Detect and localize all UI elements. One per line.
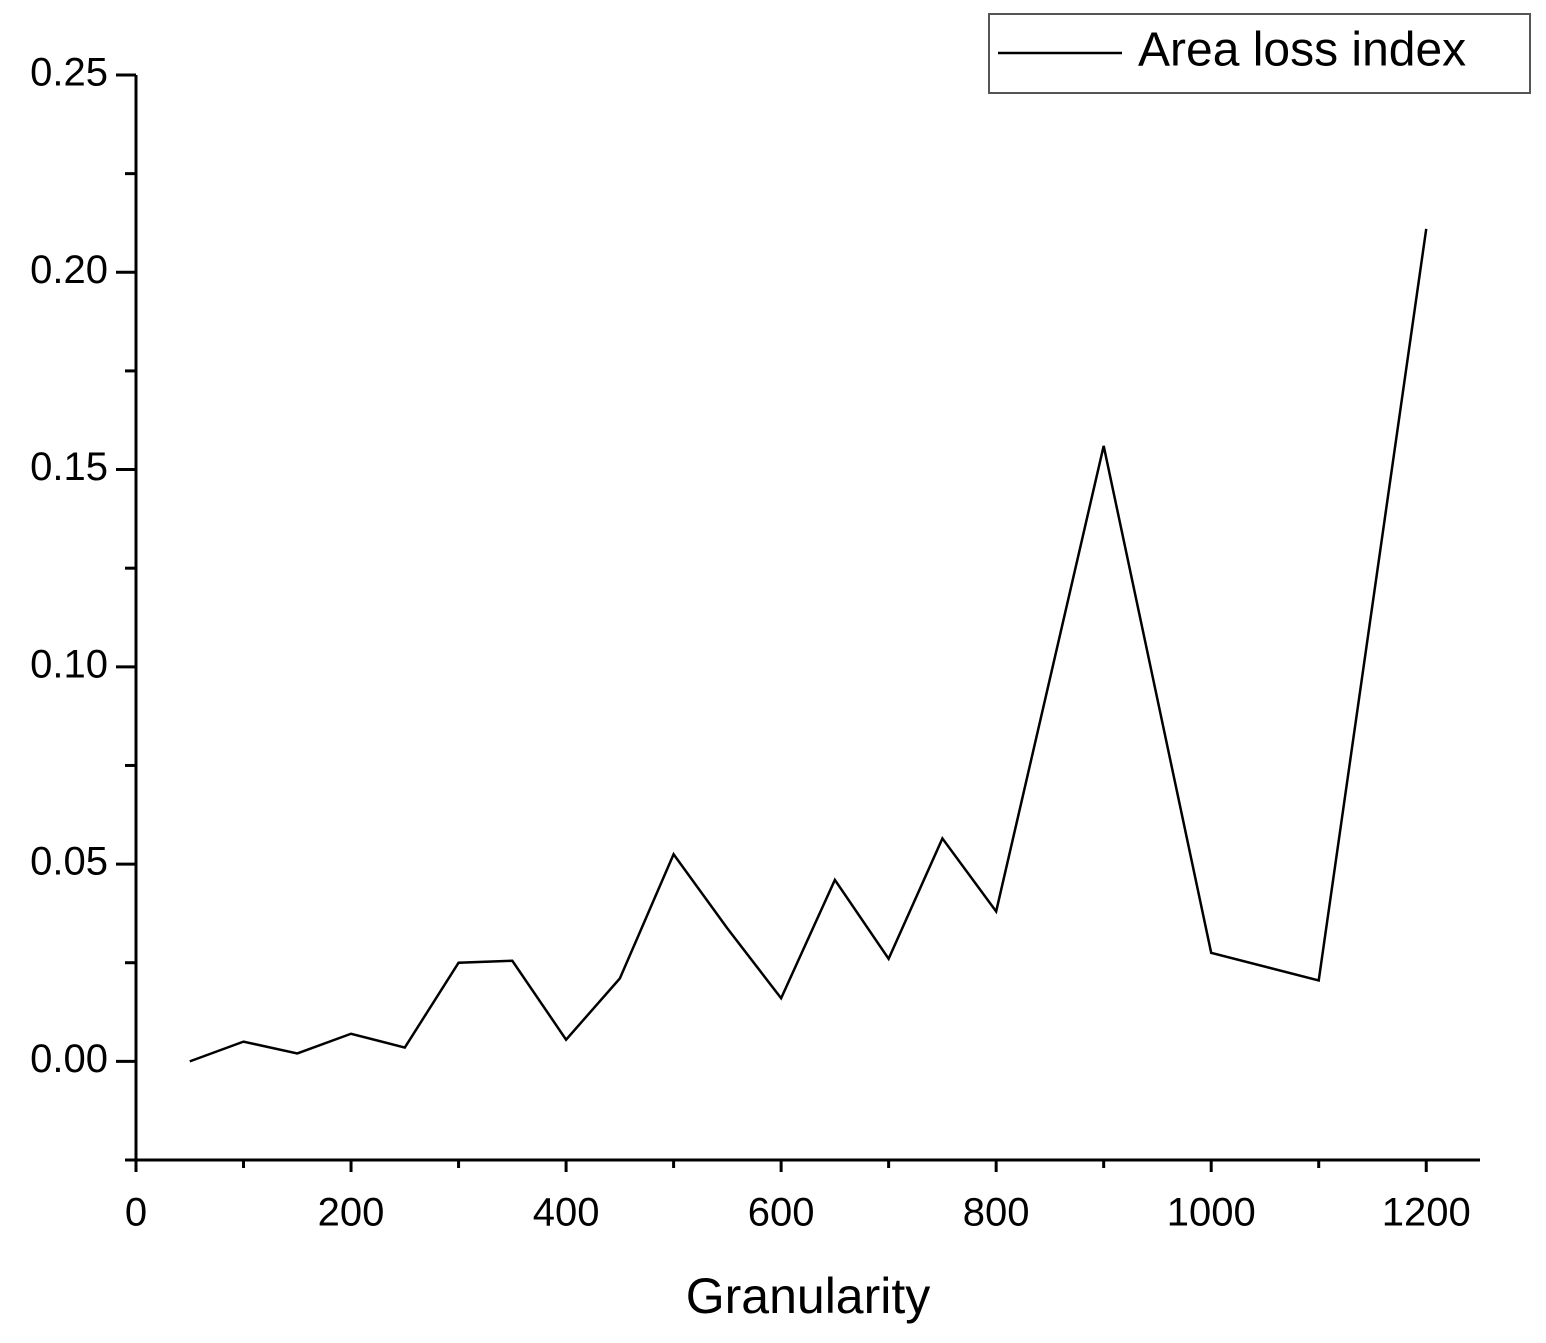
data-line [189,228,1428,1063]
y-tick-label: 0.15 [30,445,108,489]
legend-label: Area loss index [1138,24,1466,77]
x-axis-label: Granularity [686,1268,931,1324]
x-tick-label: 200 [318,1191,385,1235]
x-tick-label: 1000 [1167,1191,1256,1235]
x-tick-label: 800 [963,1191,1030,1235]
x-tick-label: 400 [533,1191,600,1235]
x-tick-label: 600 [748,1191,815,1235]
y-tick-label: 0.25 [30,51,108,95]
y-tick-label: 0.05 [30,840,108,884]
y-tick-label: 0.20 [30,248,108,292]
y-tick-label: 0.10 [30,642,108,686]
x-tick-label: 1200 [1382,1191,1471,1235]
x-tick-label: 0 [125,1191,147,1235]
y-tick-label: 0.00 [30,1037,108,1081]
